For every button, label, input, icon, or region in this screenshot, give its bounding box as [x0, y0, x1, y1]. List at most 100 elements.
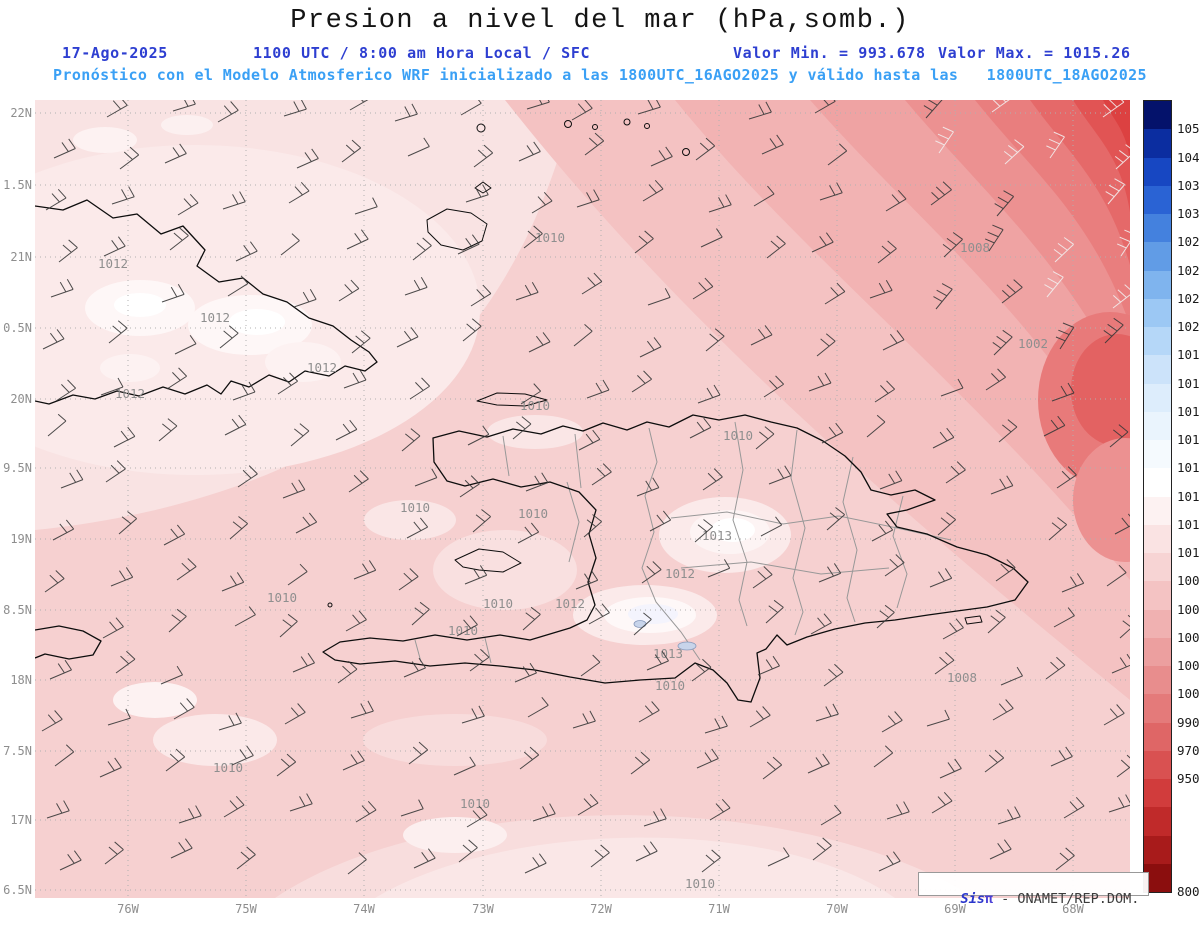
wind-barb-glyph	[348, 470, 369, 493]
wind-barb-glyph	[820, 804, 842, 826]
wind-barb-glyph	[630, 751, 651, 775]
wind-barb	[590, 844, 610, 868]
contour-value-label: 1012	[200, 310, 230, 325]
colorbar-cell	[1144, 242, 1171, 271]
wind-barb-glyph	[631, 370, 652, 393]
wind-barb	[1116, 754, 1130, 778]
wind-barb-glyph	[58, 239, 78, 263]
wind-barb-glyph	[877, 240, 897, 264]
wind-barb-glyph	[1109, 424, 1129, 448]
y-tick-label: 9.5N	[3, 461, 32, 475]
wind-barb-glyph	[636, 477, 660, 497]
wind-barb-glyph	[577, 793, 599, 816]
wind-barb-glyph	[49, 659, 72, 680]
colorbar-cell	[1144, 779, 1171, 808]
wind-barb-glyph	[168, 608, 187, 633]
wind-barb-glyph	[707, 559, 731, 578]
wind-barb	[650, 146, 673, 167]
colorbar-cell	[1144, 524, 1171, 553]
colorbar-cell	[1144, 609, 1171, 638]
colorbar-cell	[1144, 637, 1171, 666]
contour-value-label: 1010	[448, 623, 478, 638]
wind-barb-glyph	[514, 662, 537, 683]
wind-barb	[755, 426, 775, 450]
wind-barb	[811, 232, 834, 253]
wind-barb-glyph	[461, 705, 485, 724]
wind-barb-glyph	[472, 509, 491, 533]
wind-barb	[293, 289, 317, 308]
wind-barb-glyph	[227, 275, 249, 297]
wind-barb-glyph	[934, 651, 955, 675]
wind-barb	[869, 280, 893, 299]
wind-barb	[515, 282, 539, 301]
wind-barb-glyph	[702, 468, 723, 491]
wind-barb-glyph	[571, 100, 593, 121]
colorbar-tick-label: 1020	[1177, 319, 1200, 334]
wind-barb-glyph	[992, 699, 1014, 721]
wind-barb-glyph	[572, 710, 596, 729]
colorbar-cell	[1144, 581, 1171, 610]
wind-barb	[170, 838, 193, 859]
wind-barb-glyph	[47, 413, 67, 437]
wind-barb	[1053, 237, 1074, 263]
wind-barb	[752, 566, 773, 589]
wind-barb	[1000, 666, 1023, 686]
wind-barb	[518, 141, 541, 162]
wind-barb-glyph	[342, 750, 365, 771]
wind-barb	[694, 519, 713, 543]
wind-barb-glyph	[580, 654, 601, 677]
wind-barb-glyph	[816, 333, 836, 357]
wind-barb-glyph	[874, 380, 895, 403]
colorbar-tick-label: 1025	[1177, 262, 1200, 278]
wind-barb-glyph	[456, 615, 478, 637]
wind-barb-glyph	[465, 184, 489, 203]
wind-barb-glyph	[638, 701, 660, 723]
wind-barb-glyph	[408, 741, 429, 765]
wind-barb-glyph	[52, 519, 75, 541]
wind-barb	[636, 477, 660, 497]
wind-barb-glyph	[945, 461, 966, 484]
wind-barb	[882, 330, 905, 351]
wind-barb-glyph	[400, 799, 424, 817]
colorbar-tick-label: 1002	[1177, 658, 1200, 673]
wind-barb	[102, 617, 124, 639]
wind-barb-glyph	[337, 660, 358, 684]
colorbar-tick-label: 970	[1177, 742, 1200, 758]
wind-barb-glyph	[882, 330, 905, 351]
wind-barb	[884, 554, 905, 577]
contour-value-label: 1010	[655, 678, 685, 693]
wind-barb	[161, 284, 185, 303]
wind-barb-glyph	[821, 422, 844, 444]
wind-barb	[99, 757, 122, 778]
colorbar-tick-label: 1040	[1177, 149, 1200, 165]
wind-barb-glyph	[158, 418, 178, 442]
wind-barb	[766, 235, 786, 259]
wind-barb-glyph	[823, 663, 844, 687]
wind-barb	[169, 227, 189, 251]
colorbar-cell	[1144, 355, 1171, 384]
watermark-badge: Sisπ - ONAMET/REP.DOM.	[918, 872, 1150, 907]
wind-barb-glyph	[178, 805, 202, 824]
wind-barb	[295, 512, 318, 534]
map-plot-area: 1012 1012 1012 1012 1010 1008 1002 1010 1010 1010…	[35, 100, 1130, 898]
y-tick-label: 8.5N	[3, 603, 32, 617]
wind-barb	[108, 320, 128, 344]
wind-barb-glyph	[100, 377, 124, 396]
wind-barb	[413, 848, 436, 869]
wind-barb-glyph	[1003, 139, 1025, 165]
wind-barb-glyph	[459, 475, 480, 498]
wind-barb	[523, 225, 543, 249]
wind-barb-glyph	[752, 566, 773, 589]
y-tick-label: 19N	[10, 532, 32, 546]
wind-barb	[937, 512, 956, 536]
wind-barb-glyph	[290, 423, 310, 447]
province-border	[414, 639, 422, 663]
wind-barb-glyph	[177, 193, 199, 216]
wind-barb-glyph	[113, 426, 136, 448]
wind-barb-glyph	[409, 377, 430, 400]
wind-barb-glyph	[401, 428, 421, 452]
wind-barb	[761, 134, 784, 155]
wind-barb	[639, 337, 662, 358]
wind-barb-glyph	[522, 606, 541, 631]
wind-barb-glyph	[1044, 271, 1064, 298]
